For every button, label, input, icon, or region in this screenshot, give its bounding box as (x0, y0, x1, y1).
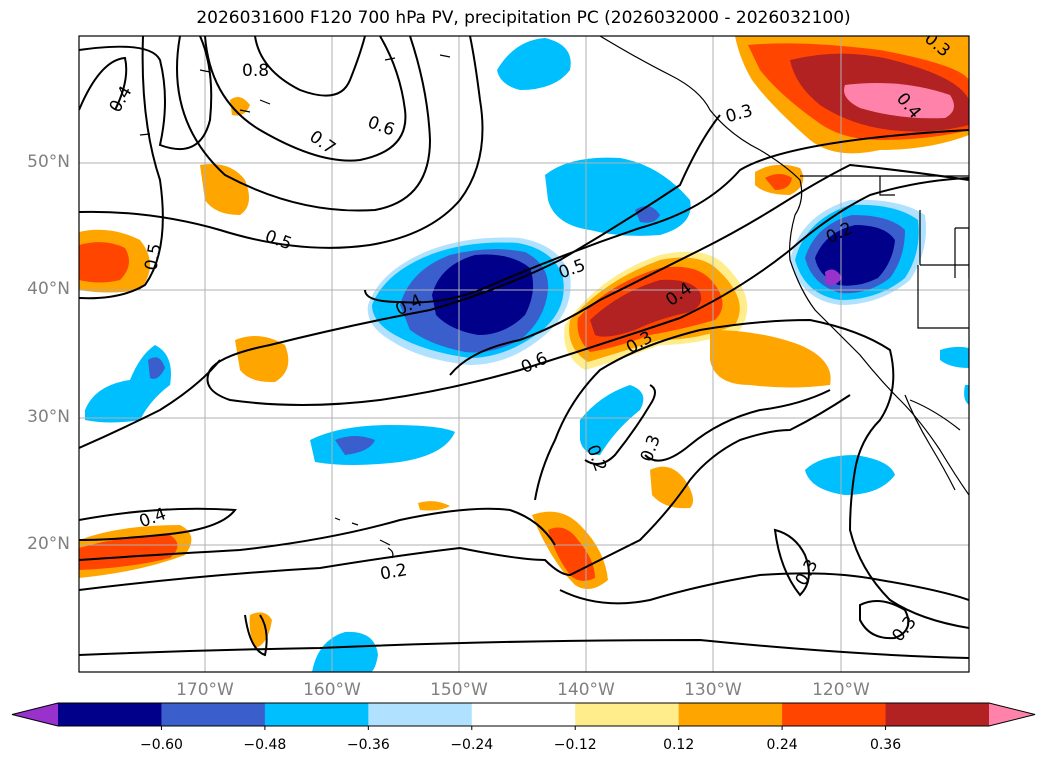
pv-contour-0.8 (254, 36, 366, 97)
contour-label: 0.5 (141, 242, 165, 272)
precip-positive-area (844, 82, 954, 119)
pv-contour-0.7 (204, 36, 407, 162)
colorbar-extend-min (12, 703, 58, 726)
lat-tick-label: 30°N (27, 407, 70, 427)
precip-negative-area (497, 38, 571, 90)
colorbar-extend-max (989, 703, 1035, 726)
pv-contour-0.3 (773, 528, 810, 597)
colorbar-box (471, 703, 576, 726)
precip-positive-area (590, 279, 702, 337)
colorbar-tick-label: 0.24 (766, 737, 798, 753)
precip-positive-area (650, 466, 694, 509)
pv-contour-0.2 (79, 638, 969, 659)
precip-positive-area (235, 336, 289, 383)
pv-contour-0.5 (79, 36, 484, 249)
lon-tick-label: 170°W (176, 680, 234, 700)
pv-contour-0.4 (244, 614, 268, 657)
lon-tick-label: 120°W (812, 680, 870, 700)
colorbar-box (678, 703, 783, 726)
precip-negative-area (310, 425, 455, 465)
pv-contour-0.4 (79, 36, 213, 150)
plot-area: 0.8 0.7 0.6 0.5 0.5 0.4 0.4 0.4 0.4 0.3 … (79, 36, 969, 672)
colorbar-tick-label: −0.60 (139, 737, 183, 753)
colorbar-outline (11, 702, 1036, 727)
colorbar-tick-label: −0.12 (553, 737, 597, 753)
precip-positive-area (200, 164, 249, 215)
pv-contour-0.3 (79, 359, 221, 449)
grid-layer (79, 36, 969, 672)
precip-positive-area (765, 174, 792, 190)
precip-negative-area (148, 357, 165, 379)
precip-negative-area (312, 631, 378, 672)
pv-contour-0.2 (584, 384, 656, 465)
pv-contour-0.5 (79, 36, 164, 300)
colorbar-tick-label: −0.36 (346, 737, 390, 753)
colorbar-tick-label: 0.36 (869, 737, 902, 753)
colorbar-box (264, 703, 369, 726)
precip-fill-layer (79, 36, 969, 672)
colorbar-tick-label: 0.12 (663, 737, 695, 753)
precip-positive-area (249, 612, 272, 648)
lat-tick-label: 40°N (27, 279, 70, 299)
colorbar-tick-label: −0.24 (450, 737, 494, 753)
pv-contour-0.2 (79, 394, 851, 591)
pv-contour-0.3 (859, 600, 910, 640)
colorbar-box (782, 703, 887, 726)
pv-contour-0.6 (449, 163, 969, 376)
precip-positive-area (79, 535, 178, 570)
precip-negative-area (825, 269, 842, 286)
pv-contour-0.2 (79, 507, 556, 561)
colorbar-box (885, 703, 990, 726)
pv-contour-0.4 (364, 129, 969, 304)
precip-positive-area (79, 242, 129, 283)
colorbar-box (161, 703, 266, 726)
precip-negative-area (335, 436, 375, 455)
pv-contour-0.4 (79, 56, 128, 111)
precip-negative-area (964, 385, 969, 405)
lat-tick-label: 20°N (27, 534, 70, 554)
colorbar-box (58, 703, 162, 726)
precip-positive-area (418, 501, 450, 511)
lon-tick-label: 150°W (430, 680, 488, 700)
pv-contour-0.3 (534, 318, 969, 629)
pv-contour-0.3 (644, 389, 831, 462)
contour-layer (79, 36, 969, 659)
coastline-aleutians (139, 54, 451, 136)
colorbar (11, 702, 1036, 730)
coastline-hawaii (334, 517, 394, 559)
lon-tick-label: 160°W (303, 680, 361, 700)
contour-label: 0.8 (242, 61, 269, 81)
contour-label: 0.2 (379, 560, 409, 584)
precip-negative-area (805, 455, 895, 495)
pv-contour-0.5 (559, 572, 969, 605)
lat-tick-label: 50°N (27, 152, 70, 172)
precip-negative-area (940, 346, 969, 368)
precip-positive-area (710, 330, 831, 388)
plot-frame (78, 35, 970, 673)
pv-contour-0.6 (176, 36, 432, 212)
pv-contour-0.4 (79, 507, 237, 541)
colorbar-box (368, 703, 473, 726)
coastline-baja (904, 394, 961, 491)
precip-negative-area (580, 385, 644, 455)
colorbar-tick-label: −0.48 (243, 737, 287, 753)
precip-negative-area (432, 254, 534, 335)
coastline-alaska (599, 36, 969, 496)
lon-tick-label: 130°W (684, 680, 742, 700)
pv-contour-0.3 (206, 177, 969, 406)
border-states (879, 176, 969, 329)
pv-contour-0.5 (209, 114, 721, 371)
colorbar-box (575, 703, 680, 726)
lon-tick-label: 140°W (557, 680, 615, 700)
map-title: 2026031600 F120 700 hPa PV, precipitatio… (196, 8, 851, 28)
